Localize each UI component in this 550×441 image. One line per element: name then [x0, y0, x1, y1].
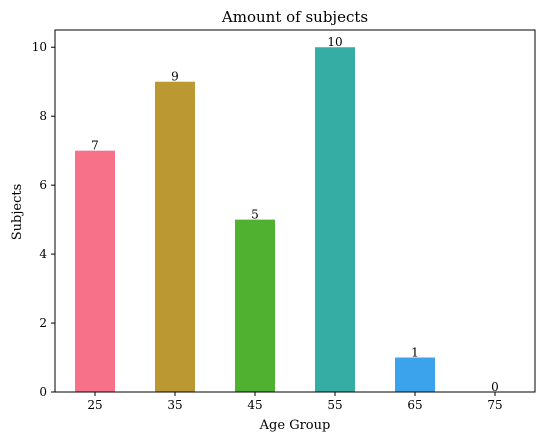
- data-label-75: 0: [491, 380, 499, 394]
- x-tick-label: 45: [247, 398, 262, 412]
- bar-55: [315, 47, 355, 392]
- chart-title: Amount of subjects: [221, 8, 368, 26]
- y-tick-label: 4: [39, 247, 47, 261]
- x-tick-label: 75: [487, 398, 502, 412]
- y-tick-label: 10: [32, 40, 47, 54]
- data-label-35: 9: [171, 70, 179, 84]
- x-axis-label: Age Group: [259, 418, 331, 433]
- data-label-55: 10: [327, 35, 342, 49]
- y-axis-ticks: 0 2 4 6 8 10: [32, 40, 55, 399]
- bar-35: [155, 81, 195, 392]
- y-tick-label: 6: [39, 178, 47, 192]
- x-axis-ticks: 25 35 45 55 65 75: [87, 392, 503, 412]
- data-label-65: 1: [411, 346, 419, 360]
- y-tick-label: 2: [39, 316, 47, 330]
- bar-45: [235, 219, 275, 392]
- y-tick-label: 8: [39, 109, 47, 123]
- bar-25: [75, 150, 115, 392]
- bar-65: [395, 357, 435, 392]
- bars-group: [75, 47, 435, 392]
- x-tick-label: 35: [167, 398, 182, 412]
- y-axis-label: Subjects: [10, 184, 25, 241]
- x-tick-label: 65: [407, 398, 422, 412]
- data-label-45: 5: [251, 208, 259, 222]
- x-tick-label: 25: [87, 398, 102, 412]
- x-tick-label: 55: [327, 398, 342, 412]
- plot-frame: [54, 29, 536, 393]
- data-label-25: 7: [91, 139, 99, 153]
- y-tick-label: 0: [39, 385, 47, 399]
